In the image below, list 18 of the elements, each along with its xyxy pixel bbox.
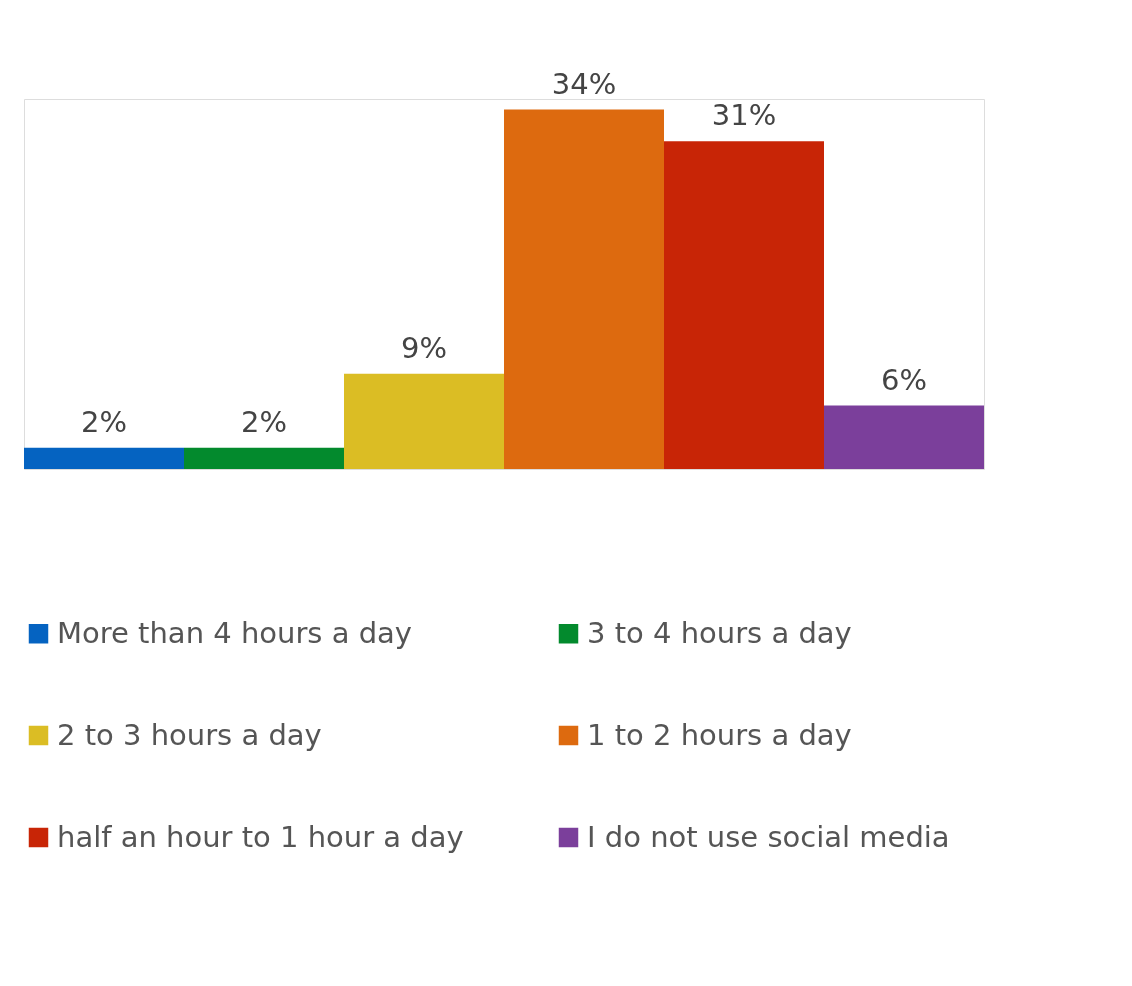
bar <box>824 405 984 469</box>
legend-label: 2 to 3 hours a day <box>57 717 322 752</box>
bar <box>184 447 344 469</box>
bar <box>344 373 504 469</box>
data-label: 2% <box>240 404 288 439</box>
bar <box>664 141 824 469</box>
data-label: 9% <box>400 330 448 365</box>
legend-label: I do not use social media <box>587 819 950 854</box>
bar <box>24 447 184 469</box>
data-label: 34% <box>551 66 617 101</box>
legend-label: half an hour to 1 hour a day <box>57 819 464 854</box>
legend-label: More than 4 hours a day <box>57 615 412 650</box>
data-label: 31% <box>711 98 777 133</box>
legend-label: 1 to 2 hours a day <box>587 717 852 752</box>
data-label: 2% <box>80 404 128 439</box>
legend-label: 3 to 4 hours a day <box>587 615 852 650</box>
data-label: 6% <box>880 362 928 397</box>
bar <box>504 109 664 469</box>
